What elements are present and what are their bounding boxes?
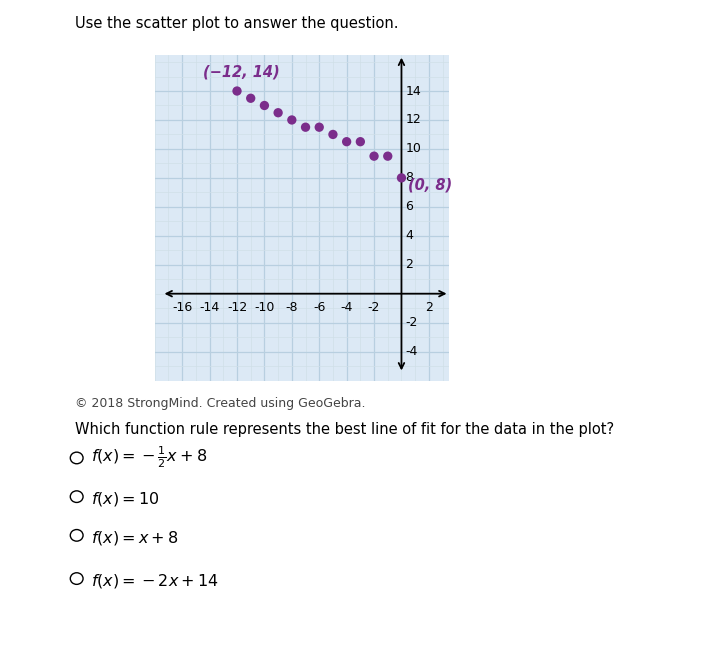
- Point: [314, 122, 325, 132]
- Text: 6: 6: [405, 201, 413, 213]
- Text: -6: -6: [313, 301, 325, 314]
- Point: [368, 151, 380, 161]
- Point: [395, 173, 407, 183]
- Point: [382, 151, 393, 161]
- Point: [300, 122, 311, 132]
- Text: Which function rule represents the best line of fit for the data in the plot?: Which function rule represents the best …: [75, 422, 613, 437]
- Text: 14: 14: [405, 84, 421, 97]
- Point: [355, 137, 366, 147]
- Text: 10: 10: [405, 143, 422, 155]
- Point: [231, 86, 243, 96]
- Text: -4: -4: [341, 301, 353, 314]
- Text: (0, 8): (0, 8): [408, 177, 452, 192]
- Point: [258, 101, 270, 111]
- Text: 2: 2: [405, 258, 413, 272]
- Text: -12: -12: [227, 301, 247, 314]
- Text: -16: -16: [172, 301, 192, 314]
- Text: $f(x) = 10$: $f(x) = 10$: [91, 490, 159, 508]
- Text: $f(x) = -2x + 14$: $f(x) = -2x + 14$: [91, 572, 219, 590]
- Text: -8: -8: [285, 301, 298, 314]
- Point: [327, 129, 339, 139]
- Text: 12: 12: [405, 114, 421, 126]
- Text: (−12, 14): (−12, 14): [203, 64, 279, 79]
- Text: 8: 8: [405, 172, 414, 184]
- Text: $f(x) = x + 8$: $f(x) = x + 8$: [91, 529, 178, 547]
- Text: -4: -4: [405, 345, 418, 358]
- Text: 2: 2: [425, 301, 433, 314]
- Text: © 2018 StrongMind. Created using GeoGebra.: © 2018 StrongMind. Created using GeoGebr…: [75, 397, 365, 410]
- Text: 4: 4: [405, 229, 413, 243]
- Text: Use the scatter plot to answer the question.: Use the scatter plot to answer the quest…: [75, 16, 398, 31]
- Point: [245, 93, 256, 103]
- Text: -2: -2: [405, 316, 418, 329]
- Text: $f(x) = -\frac{1}{2}x + 8$: $f(x) = -\frac{1}{2}x + 8$: [91, 444, 207, 470]
- Text: -14: -14: [200, 301, 219, 314]
- Point: [286, 115, 297, 125]
- Point: [341, 137, 352, 147]
- Text: -10: -10: [254, 301, 275, 314]
- Text: -2: -2: [368, 301, 381, 314]
- Point: [273, 108, 284, 118]
